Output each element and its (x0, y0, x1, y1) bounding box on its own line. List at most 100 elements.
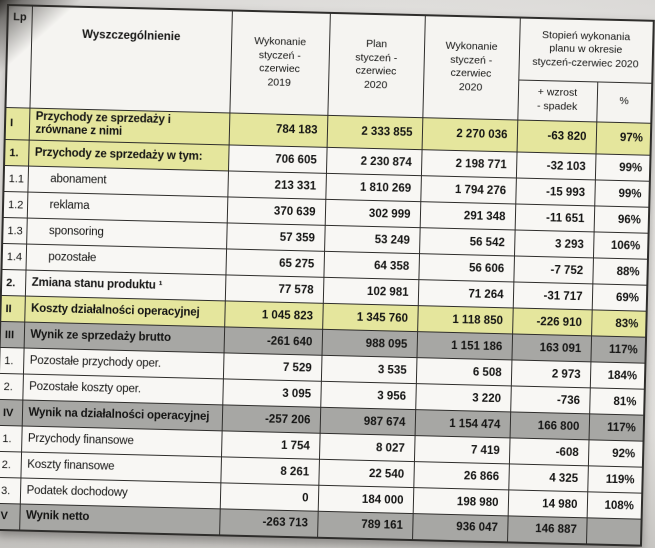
value-percent: 99% (594, 154, 651, 182)
value-plan-2020: 184 000 (317, 485, 414, 514)
value-delta: -31 717 (512, 282, 593, 310)
header-exec-2020: Wykonanie styczeń - czerwiec 2020 (422, 15, 520, 120)
row-lp: 1.1 (3, 165, 29, 193)
value-exec-2020: 936 047 (412, 513, 508, 542)
value-plan-2020: 2 230 874 (325, 147, 422, 176)
value-delta: -7 752 (513, 256, 593, 284)
value-delta: -15 993 (515, 178, 595, 207)
value-plan-2020: 22 540 (318, 459, 414, 488)
value-exec-2020: 56 606 (418, 253, 514, 283)
value-exec-2019: 3 095 (222, 378, 321, 408)
value-exec-2019: 706 605 (227, 145, 327, 174)
row-label: Wynik netto (19, 504, 220, 535)
row-lp: 2. (0, 269, 26, 297)
row-lp: II (0, 295, 25, 323)
value-exec-2019: 1 754 (220, 430, 320, 460)
header-exec-2019: Wykonanie styczeń - czerwiec 2019 (229, 10, 330, 115)
value-plan-2020: 102 981 (322, 277, 419, 306)
value-percent: 92% (587, 439, 644, 468)
row-lp: V (0, 503, 20, 531)
value-exec-2020: 291 348 (419, 201, 516, 231)
value-plan-2020: 2 333 855 (326, 114, 423, 150)
value-exec-2020: 2 198 771 (420, 149, 517, 179)
row-lp: 1. (4, 139, 29, 167)
value-plan-2020: 988 095 (321, 329, 418, 358)
value-delta: 4 325 (508, 463, 588, 492)
table-header: Lp Wyszczególnienie Wykonanie styczeń - … (5, 5, 654, 123)
document-sheet: Lp Wyszczególnienie Wykonanie styczeń - … (0, 4, 655, 547)
value-delta: 3 293 (513, 230, 594, 258)
value-delta: 2 973 (510, 360, 591, 388)
header-plan-2020: Plan styczeń - czerwiec 2020 (327, 12, 425, 118)
value-percent: 97% (595, 121, 652, 156)
value-exec-2020: 1 794 276 (420, 175, 516, 205)
row-lp: 2. (0, 451, 22, 479)
row-lp: 1.4 (1, 243, 27, 271)
value-delta: 163 091 (511, 334, 592, 362)
value-percent: 83% (591, 309, 647, 338)
value-delta: -32 103 (515, 152, 596, 181)
value-plan-2020: 1 345 760 (322, 303, 418, 332)
value-exec-2020: 71 264 (417, 279, 514, 309)
row-lp: III (0, 321, 25, 349)
value-exec-2019: 7 529 (222, 352, 322, 382)
value-exec-2019: 57 359 (226, 223, 325, 252)
value-plan-2020: 302 999 (324, 199, 421, 228)
value-exec-2020: 2 270 036 (421, 117, 518, 153)
row-lp: IV (0, 399, 23, 427)
value-delta: -63 820 (516, 119, 597, 155)
value-exec-2019: 77 578 (224, 275, 324, 304)
value-percent (585, 517, 642, 546)
value-percent: 81% (589, 387, 645, 416)
value-exec-2020: 198 980 (412, 487, 509, 516)
value-exec-2020: 56 542 (419, 227, 515, 257)
value-percent: 69% (591, 283, 648, 312)
header-percent: % (596, 81, 653, 123)
value-plan-2020: 64 358 (323, 251, 420, 280)
value-plan-2020: 987 674 (319, 407, 416, 436)
value-percent: 117% (590, 335, 647, 364)
value-exec-2019: -261 640 (223, 326, 323, 356)
value-exec-2019: 1 045 823 (224, 301, 323, 330)
header-lp: Lp (5, 5, 32, 108)
value-percent: 119% (587, 465, 643, 494)
value-exec-2019: 370 639 (226, 197, 326, 226)
value-exec-2019: -257 206 (221, 404, 321, 434)
value-exec-2019: -263 713 (219, 508, 318, 538)
value-delta: 14 980 (507, 489, 588, 518)
row-label: Przychody ze sprzedaży i zrównane z nimi (28, 107, 230, 146)
row-lp: 3. (0, 477, 21, 505)
financial-table: Lp Wyszczególnienie Wykonanie styczeń - … (0, 4, 655, 547)
value-delta: -226 910 (512, 308, 592, 336)
value-percent: 88% (592, 257, 648, 286)
row-lp: 1.3 (2, 217, 27, 245)
value-percent: 108% (586, 491, 643, 520)
value-plan-2020: 3 956 (320, 381, 416, 410)
value-delta: 146 887 (507, 515, 587, 544)
header-name: Wyszczególnienie (29, 5, 232, 113)
value-plan-2020: 8 027 (318, 433, 415, 462)
value-exec-2019: 65 275 (225, 249, 325, 278)
value-delta: -736 (510, 386, 590, 414)
row-lp: 1. (0, 425, 22, 453)
value-plan-2020: 1 810 269 (325, 173, 421, 202)
row-lp: 1. (0, 347, 24, 375)
value-percent: 99% (594, 180, 650, 208)
row-lp: 1.2 (2, 191, 28, 219)
value-plan-2020: 3 535 (320, 355, 417, 384)
row-lp: I (4, 106, 30, 141)
header-degree: Stopień wykonania planu w okresie stycze… (518, 17, 654, 83)
table-body: I Przychody ze sprzedaży i zrównane z nim… (0, 106, 652, 546)
value-percent: 184% (589, 361, 646, 390)
value-exec-2020: 7 419 (413, 435, 510, 464)
value-exec-2019: 213 331 (227, 171, 326, 200)
value-percent: 117% (588, 413, 645, 442)
value-percent: 96% (593, 206, 650, 234)
value-delta: -11 651 (514, 204, 595, 232)
value-exec-2020: 1 154 474 (414, 409, 511, 439)
value-exec-2020: 1 151 186 (416, 331, 513, 361)
value-exec-2020: 3 220 (415, 383, 511, 413)
value-plan-2020: 53 249 (324, 225, 420, 254)
value-exec-2019: 784 183 (228, 112, 328, 148)
header-delta: + wzrost - spadek (517, 79, 598, 122)
